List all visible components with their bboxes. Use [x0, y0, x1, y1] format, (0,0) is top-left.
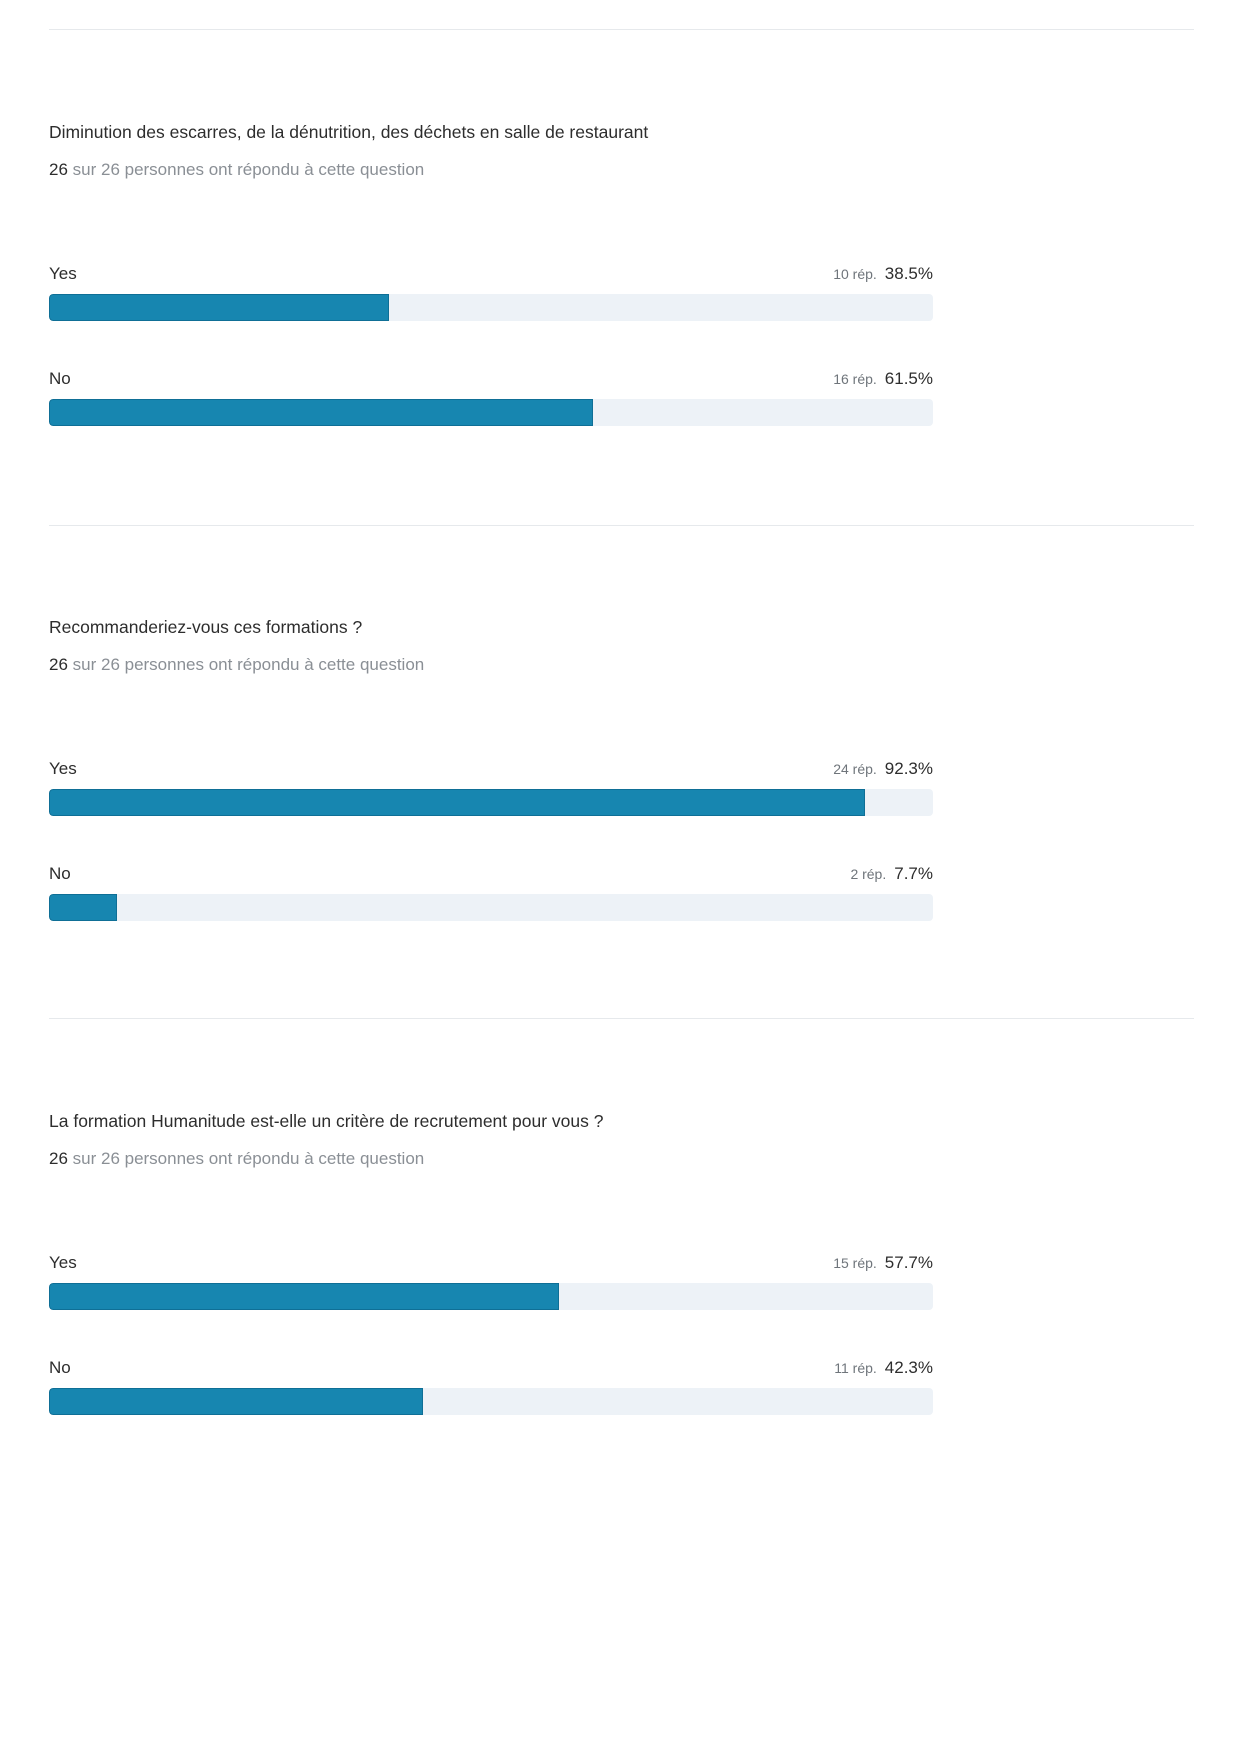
progress-bar-fill: [49, 789, 865, 816]
option-label: Yes: [49, 759, 77, 778]
option-label: No: [49, 369, 71, 388]
option-percent: 92.3%: [884, 759, 933, 778]
option-responses: 24 rép.: [833, 761, 877, 777]
option-stats: 24 rép. 92.3%: [833, 759, 933, 779]
answered-text: sur 26 personnes ont répondu à cette que…: [67, 655, 425, 674]
option-responses: 11 rép.: [834, 1360, 877, 1376]
option-percent: 7.7%: [894, 864, 933, 883]
option-stats: 15 rép. 57.7%: [833, 1253, 933, 1273]
progress-bar-track: [49, 399, 933, 426]
option-responses: 16 rép.: [833, 371, 877, 387]
option-label: No: [49, 1358, 71, 1377]
option-percent: 61.5%: [884, 369, 933, 388]
option-stats: 10 rép. 38.5%: [833, 264, 933, 284]
progress-bar-fill: [49, 294, 389, 321]
option-responses: 10 rép.: [833, 266, 877, 282]
option-percent: 57.7%: [884, 1253, 933, 1272]
progress-bar-fill: [49, 399, 593, 426]
option-percent: 38.5%: [884, 264, 933, 283]
progress-bar-fill: [49, 1283, 559, 1310]
option-stats: 16 rép. 61.5%: [833, 369, 933, 389]
question-title: La formation Humanitude est-elle un crit…: [49, 1111, 604, 1131]
option-label: No: [49, 864, 71, 883]
answered-text: sur 26 personnes ont répondu à cette que…: [67, 1149, 425, 1168]
option-responses: 15 rép.: [833, 1255, 877, 1271]
progress-bar-track: [49, 894, 933, 921]
option-responses: 2 rép.: [850, 866, 887, 882]
progress-bar-track: [49, 1283, 933, 1310]
response-count-text: 26 sur 26 personnes ont répondu à cette …: [49, 1149, 424, 1169]
answered-count: 26: [49, 1149, 68, 1168]
response-count-text: 26 sur 26 personnes ont répondu à cette …: [49, 160, 424, 180]
section-divider: [49, 1018, 1194, 1019]
answered-count: 26: [49, 655, 68, 674]
answered-count: 26: [49, 160, 68, 179]
option-label: Yes: [49, 1253, 77, 1272]
option-percent: 42.3%: [884, 1358, 933, 1377]
response-count-text: 26 sur 26 personnes ont répondu à cette …: [49, 655, 424, 675]
question-title: Recommanderiez-vous ces formations ?: [49, 617, 363, 637]
progress-bar-track: [49, 789, 933, 816]
progress-bar-track: [49, 294, 933, 321]
option-stats: 2 rép. 7.7%: [850, 864, 933, 884]
section-divider: [49, 525, 1194, 526]
section-divider: [49, 29, 1194, 30]
option-stats: 11 rép. 42.3%: [834, 1358, 933, 1378]
progress-bar-fill: [49, 894, 117, 921]
answered-text: sur 26 personnes ont répondu à cette que…: [67, 160, 425, 179]
progress-bar-track: [49, 1388, 933, 1415]
option-label: Yes: [49, 264, 77, 283]
question-title: Diminution des escarres, de la dénutriti…: [49, 122, 649, 142]
progress-bar-fill: [49, 1388, 423, 1415]
